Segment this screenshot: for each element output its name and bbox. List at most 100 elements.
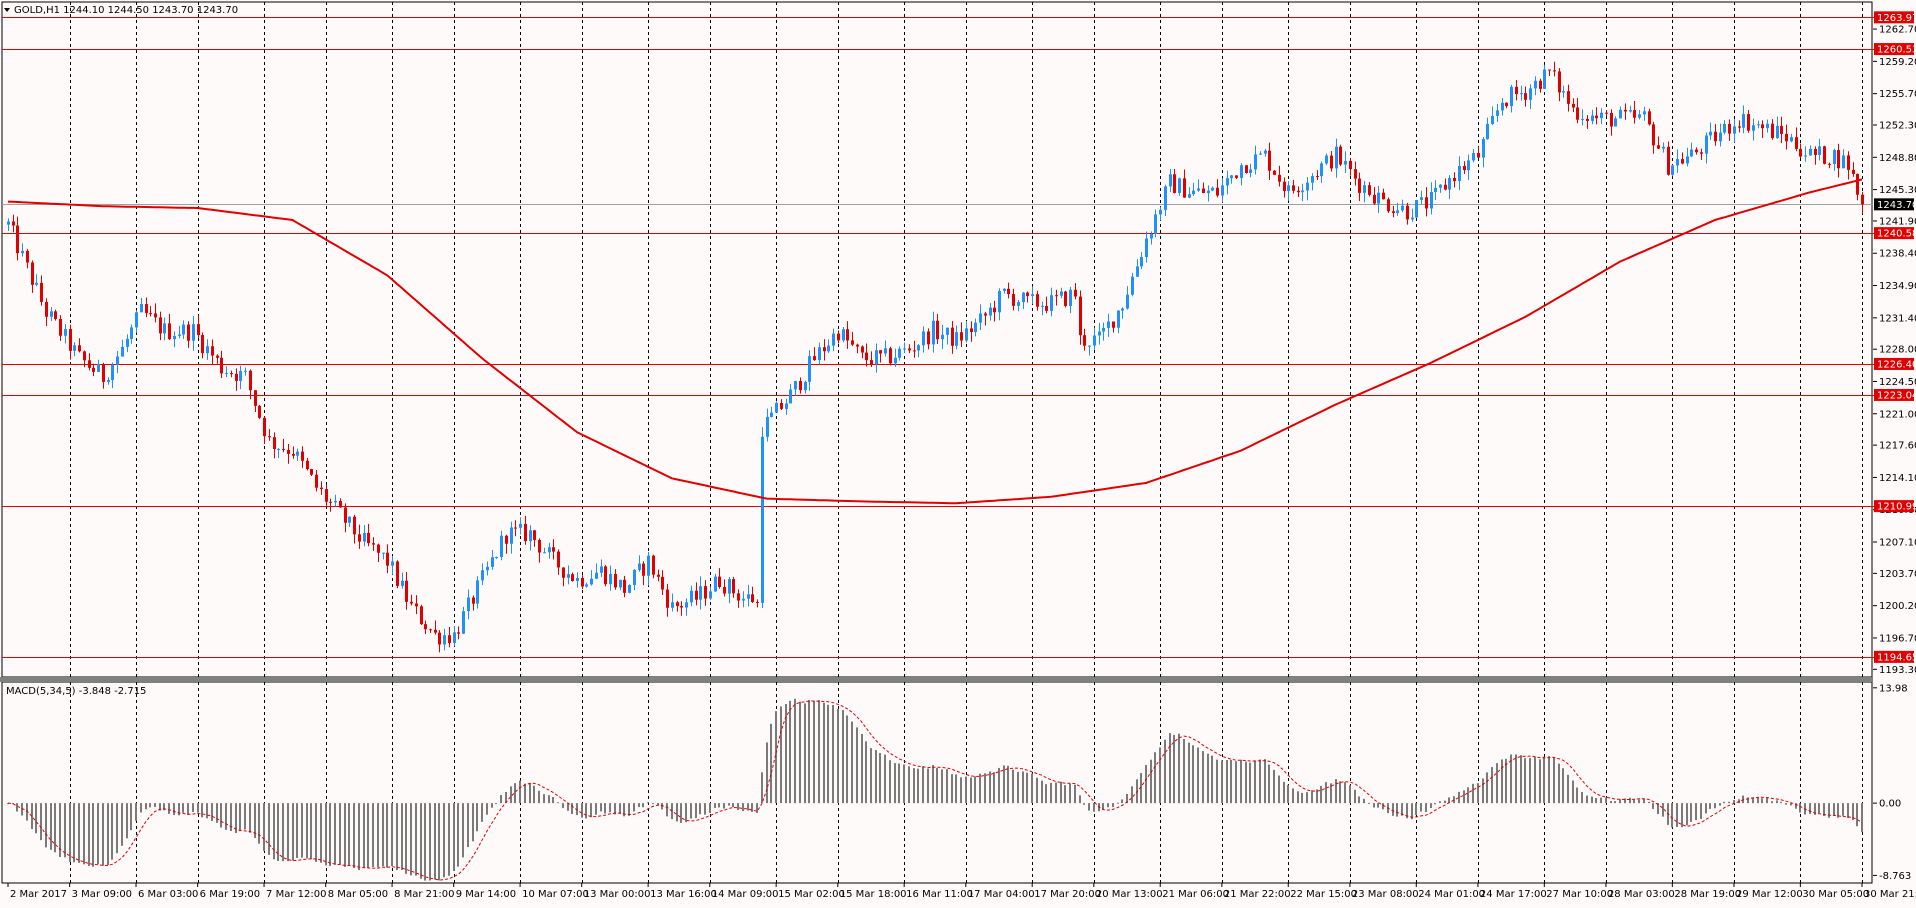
macd-bar (609, 803, 611, 813)
level-price-tag-bg (1874, 11, 1914, 24)
candle-body (581, 577, 584, 587)
candle-body (709, 591, 712, 599)
macd-bar (505, 792, 507, 804)
candle-body (690, 590, 693, 603)
candle-body (1652, 124, 1655, 146)
macd-bar (1648, 801, 1650, 804)
macd-bar (832, 705, 834, 804)
macd-bar (377, 803, 379, 868)
macd-signal-line (7, 700, 1863, 881)
macd-bar (922, 766, 924, 804)
x-axis-tick-label: 2 Mar 2017 (10, 889, 67, 900)
macd-bar (102, 803, 104, 866)
candle-body (1686, 156, 1689, 164)
candle-body (50, 311, 53, 317)
macd-bar (1060, 781, 1062, 804)
x-axis-tick-label: 10 Mar 07:00 (522, 889, 589, 900)
macd-bar (225, 803, 227, 830)
macd-bar (1041, 780, 1043, 804)
macd-bar (604, 803, 606, 814)
macd-bar (567, 803, 569, 811)
candle-body (1292, 185, 1295, 191)
macd-bar (1425, 803, 1427, 812)
macd-bar (761, 772, 763, 804)
macd-bar (728, 803, 730, 806)
candle-body (1320, 163, 1323, 177)
chart-menu-triangle-icon[interactable] (4, 8, 10, 12)
candle-body (633, 569, 636, 585)
candle-body (1354, 169, 1357, 179)
candle-body (1472, 152, 1475, 161)
candle-body (220, 357, 223, 374)
candle-body (1662, 146, 1665, 149)
candle-body (794, 381, 797, 390)
macd-bar (889, 760, 891, 804)
macd-bar (1245, 761, 1247, 804)
candle-body (1458, 165, 1461, 182)
candle-body (903, 348, 906, 350)
macd-bar (894, 763, 896, 804)
y-axis-tick-label: 1224.50 (1879, 377, 1916, 388)
candle-body (92, 367, 95, 372)
candle-body (1344, 160, 1347, 165)
candle-body (1202, 188, 1205, 194)
macd-bar (1268, 764, 1270, 804)
macd-bar (1558, 763, 1560, 804)
candle-body (462, 611, 465, 634)
candle-body (154, 313, 157, 318)
candle-body (1145, 238, 1148, 258)
macd-bar (1752, 797, 1754, 804)
candle-body (671, 602, 674, 608)
macd-bar (1031, 773, 1033, 804)
macd-bar (239, 803, 241, 832)
candle-body (1121, 308, 1124, 311)
candle-body (344, 507, 347, 523)
candle-body (1330, 155, 1333, 169)
candle-body (1520, 93, 1523, 95)
macd-bar (244, 803, 246, 830)
candle-body (1467, 160, 1470, 171)
candle-body (1131, 276, 1134, 295)
panel-separator[interactable] (0, 677, 1873, 682)
candle-body (372, 543, 375, 545)
candle-body (1705, 135, 1708, 154)
candle-body (1448, 178, 1451, 190)
macd-bar (1007, 765, 1009, 804)
macd-bar (1306, 792, 1308, 804)
macd-bar (562, 803, 564, 809)
candle-body (737, 593, 740, 601)
macd-bar (1297, 791, 1299, 804)
candle-body (495, 556, 498, 558)
candle-body (1823, 146, 1826, 164)
macd-bar (97, 803, 99, 865)
macd-bar (1776, 800, 1778, 804)
y-axis-tick-label: 1231.40 (1879, 313, 1916, 324)
macd-bar (1600, 797, 1602, 804)
candle-body (1496, 110, 1499, 116)
macd-bar (1515, 754, 1517, 804)
candle-body (12, 221, 15, 226)
candle-body (1377, 192, 1380, 204)
candle-body (590, 578, 593, 585)
macd-bar (216, 803, 218, 823)
macd-bar (1614, 801, 1616, 804)
candle-body (1695, 149, 1698, 153)
level-price-tag-bg (1874, 388, 1914, 401)
x-axis-tick-label: 17 Mar 20:00 (1034, 889, 1101, 900)
macd-bar (799, 701, 801, 804)
candle-body (1069, 289, 1072, 306)
candle-body (401, 580, 404, 586)
candle-body (993, 307, 996, 313)
macd-histogram-series (7, 698, 1863, 881)
candle-body (201, 335, 204, 354)
candle-body (1339, 146, 1342, 165)
candle-body (524, 523, 527, 542)
macd-bar (1036, 777, 1038, 804)
candle-body (699, 586, 702, 600)
macd-bar (1439, 801, 1441, 804)
candle-body (1415, 199, 1418, 218)
macd-bar (1382, 803, 1384, 810)
macd-bar (652, 803, 654, 805)
